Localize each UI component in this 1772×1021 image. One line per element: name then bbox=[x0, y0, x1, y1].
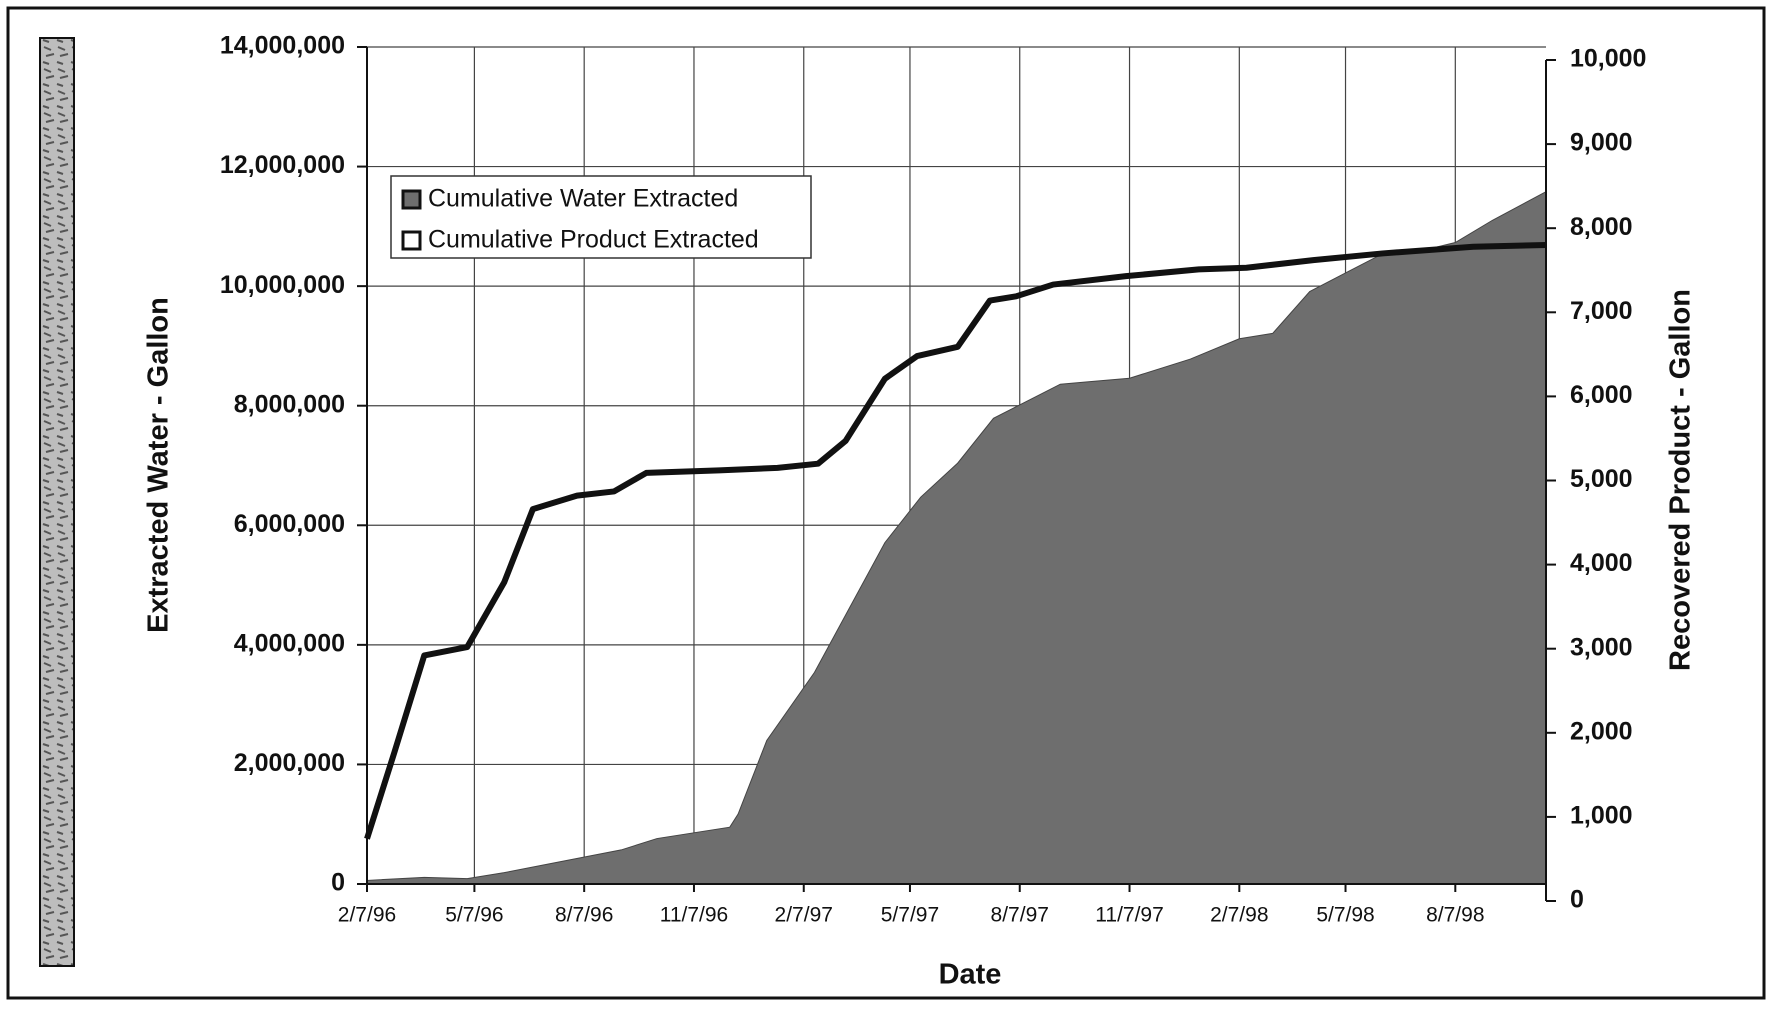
x-axis-title: Date bbox=[939, 959, 1002, 991]
legend: Cumulative Water Extracted Cumulative Pro… bbox=[391, 176, 811, 258]
x-tick-label: 2/7/98 bbox=[1210, 904, 1268, 927]
x-tick-label: 11/7/97 bbox=[1095, 904, 1164, 927]
y2-tick-label: 7,000 bbox=[1570, 297, 1633, 325]
y2-tick-label: 9,000 bbox=[1570, 129, 1633, 157]
x-tick-label: 5/7/98 bbox=[1316, 904, 1374, 927]
x-tick-label: 5/7/96 bbox=[445, 904, 503, 927]
y2-tick-label: 5,000 bbox=[1570, 465, 1633, 493]
y2-tick-label: 4,000 bbox=[1570, 549, 1633, 577]
y2-tick-label: 8,000 bbox=[1570, 213, 1633, 241]
y-tick-label: 4,000,000 bbox=[234, 629, 345, 657]
chart: Date Extracted Water - Gallon Recovered … bbox=[0, 0, 1772, 1016]
decorative-strip bbox=[40, 38, 74, 966]
legend-swatch bbox=[403, 191, 420, 208]
y2-tick-label: 3,000 bbox=[1570, 633, 1633, 661]
y2-tick-label: 6,000 bbox=[1570, 381, 1633, 409]
x-tick-label: 2/7/96 bbox=[338, 904, 396, 927]
y-tick-label: 6,000,000 bbox=[234, 510, 345, 538]
x-tick-label: 2/7/97 bbox=[775, 904, 833, 927]
y2-tick-label: 1,000 bbox=[1570, 802, 1633, 830]
y-tick-label: 8,000,000 bbox=[234, 390, 345, 418]
x-tick-label: 8/7/98 bbox=[1426, 904, 1484, 927]
x-tick-label: 11/7/96 bbox=[660, 904, 729, 927]
y-tick-label: 12,000,000 bbox=[220, 151, 345, 179]
x-tick-label: 8/7/97 bbox=[991, 904, 1049, 927]
plot-area: 0 2,000,000 4,000,000 6,000,000 8,000,000 10,… bbox=[220, 32, 1647, 927]
y-tick-label: 2,000,000 bbox=[234, 749, 345, 777]
y2-tick-label: 10,000 bbox=[1570, 45, 1646, 73]
legend-label: Cumulative Water Extracted bbox=[428, 185, 738, 213]
y-tick-label: 14,000,000 bbox=[220, 32, 345, 60]
y2-axis-title: Recovered Product - Gallon bbox=[1665, 289, 1697, 671]
y-tick-label: 0 bbox=[331, 869, 345, 897]
y2-tick-label: 0 bbox=[1570, 886, 1584, 914]
legend-swatch bbox=[403, 232, 420, 249]
legend-label: Cumulative Product Extracted bbox=[428, 226, 759, 254]
y-tick-label: 10,000,000 bbox=[220, 271, 345, 299]
y-axis-title: Extracted Water - Gallon bbox=[143, 297, 175, 633]
x-tick-label: 5/7/97 bbox=[881, 904, 939, 927]
y2-tick-label: 2,000 bbox=[1570, 717, 1633, 745]
x-tick-label: 8/7/96 bbox=[555, 904, 613, 927]
